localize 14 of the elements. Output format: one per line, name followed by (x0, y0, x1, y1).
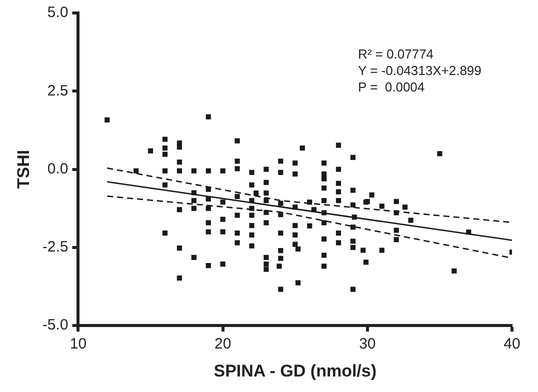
x-tick-label: 40 (504, 336, 520, 353)
x-tick-label: 20 (214, 336, 232, 353)
x-axis-title: SPINA - GD (nmol/s) (214, 361, 377, 380)
y-tick-label: -5.0 (42, 316, 68, 334)
x-tick-label: 10 (70, 336, 87, 353)
annotation: Y = -0.04313X+2.899 (358, 63, 482, 78)
y-tick-label: 2.5 (47, 82, 68, 100)
y-tick-label: 5.0 (47, 4, 68, 22)
x-tick-label: 30 (359, 336, 376, 353)
y-axis-title: TSHI (14, 150, 33, 189)
annotation: P = 0.0004 (358, 80, 425, 95)
y-tick-label: 0.0 (47, 160, 68, 178)
annotation: R² = 0.07774 (358, 46, 434, 62)
y-tick-label: -2.5 (42, 238, 68, 256)
